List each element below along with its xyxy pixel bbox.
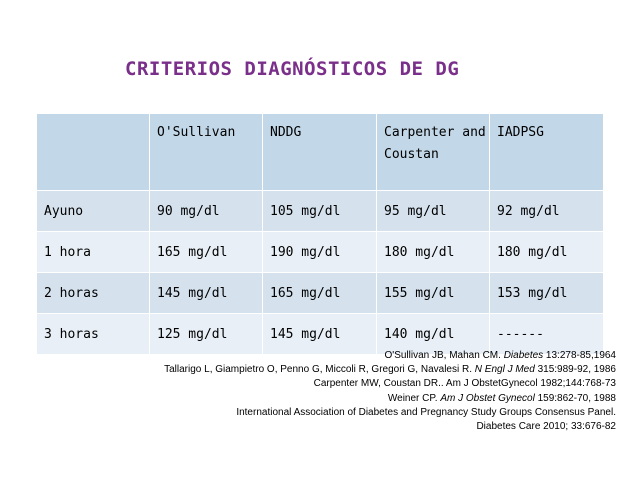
reference-journal: Am J Obstet Gynecol <box>440 392 535 404</box>
reference-text: Tallarigo L, Giampietro O, Penno G, Micc… <box>164 364 475 376</box>
table-cell: 165 mg/dl <box>149 231 263 273</box>
row-label: 2 horas <box>36 272 150 314</box>
table-cell: 145 mg/dl <box>262 313 377 355</box>
table-cell: 155 mg/dl <box>376 272 490 314</box>
table-cell: 105 mg/dl <box>262 190 377 232</box>
criteria-table-container: O'Sullivan NDDG Carpenter and Coustan IA… <box>36 113 604 355</box>
reference-text: 13:278-85,1964 <box>543 350 616 361</box>
table-cell: 190 mg/dl <box>262 231 377 273</box>
reference-line: Diabetes Care 2010; 33:676-82 <box>96 420 616 434</box>
row-label: 1 hora <box>36 231 150 273</box>
row-label: 3 horas <box>36 313 150 355</box>
header-cell-nddg: NDDG <box>262 113 377 191</box>
references: O'Sullivan JB, Mahan CM. Diabetes 13:278… <box>96 349 616 434</box>
header-cell-carpenter-coustan: Carpenter and Coustan <box>376 113 490 191</box>
table-cell: 180 mg/dl <box>376 231 490 273</box>
reference-text: O'Sullivan JB, Mahan CM. <box>384 350 504 361</box>
table-header-row: O'Sullivan NDDG Carpenter and Coustan IA… <box>36 113 604 191</box>
table-row: 2 horas 145 mg/dl 165 mg/dl 155 mg/dl 15… <box>36 272 604 314</box>
table-cell: 95 mg/dl <box>376 190 490 232</box>
header-cell-iadpsg: IADPSG <box>489 113 604 191</box>
reference-text: 159:862-70, 1988 <box>534 392 616 404</box>
table-row: 3 horas 125 mg/dl 145 mg/dl 140 mg/dl --… <box>36 313 604 355</box>
table-cell: 140 mg/dl <box>376 313 490 355</box>
reference-line: International Association of Diabetes an… <box>96 406 616 420</box>
reference-line: Weiner CP. Am J Obstet Gynecol 159:862-7… <box>96 392 616 406</box>
table-cell: 92 mg/dl <box>489 190 604 232</box>
reference-journal: Diabetes <box>503 350 544 361</box>
table-cell: ------ <box>489 313 604 355</box>
table-cell: 153 mg/dl <box>489 272 604 314</box>
criteria-table: O'Sullivan NDDG Carpenter and Coustan IA… <box>36 113 604 355</box>
table-cell: 180 mg/dl <box>489 231 604 273</box>
reference-line: O'Sullivan JB, Mahan CM. Diabetes 13:278… <box>96 349 617 363</box>
table-cell: 145 mg/dl <box>149 272 263 314</box>
reference-line: Tallarigo L, Giampietro O, Penno G, Micc… <box>96 363 616 377</box>
reference-line: Carpenter MW, Coustan DR.. Am J ObstetGy… <box>96 377 616 391</box>
table-cell: 90 mg/dl <box>149 190 263 232</box>
table-row: Ayuno 90 mg/dl 105 mg/dl 95 mg/dl 92 mg/… <box>36 190 604 232</box>
reference-text: Diabetes Care 2010; 33:676-82 <box>476 421 616 433</box>
reference-text: 315:989-92, 1986 <box>534 364 616 376</box>
reference-text: Carpenter MW, Coustan DR.. Am J ObstetGy… <box>313 378 616 390</box>
table-cell: 165 mg/dl <box>262 272 377 314</box>
row-label: Ayuno <box>36 190 150 232</box>
table-row: 1 hora 165 mg/dl 190 mg/dl 180 mg/dl 180… <box>36 231 604 273</box>
slide-title: CRITERIOS DIAGNÓSTICOS DE DG <box>125 58 460 80</box>
reference-journal: N Engl J Med <box>474 364 535 376</box>
header-cell-empty <box>36 113 150 191</box>
reference-text: International Association of Diabetes an… <box>236 406 616 418</box>
reference-text: Weiner CP. <box>387 392 441 404</box>
header-cell-osullivan: O'Sullivan <box>149 113 263 191</box>
